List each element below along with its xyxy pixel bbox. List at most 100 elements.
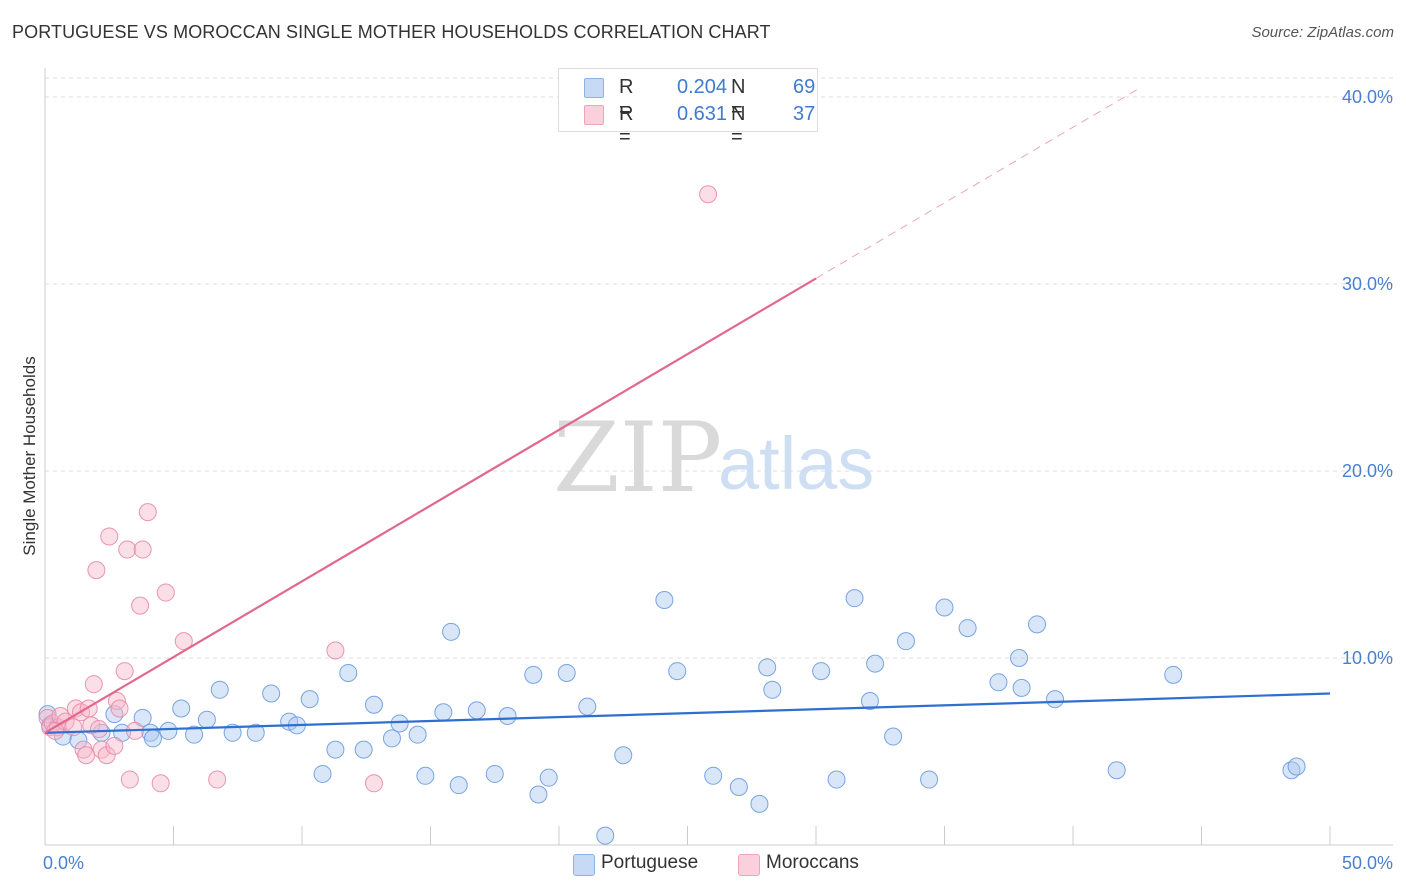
data-point [151, 774, 170, 793]
data-point [1287, 757, 1306, 776]
watermark-zip: ZIP [553, 402, 722, 514]
data-point [364, 695, 383, 714]
x-tick-labels: 0.0% 50.0% [43, 853, 1393, 873]
data-point [131, 596, 150, 615]
data-point [750, 794, 769, 813]
data-point [1012, 678, 1031, 697]
data-point [1028, 615, 1047, 634]
legend-r-label: R = [619, 76, 634, 121]
data-point [364, 774, 383, 793]
data-point [668, 662, 687, 681]
y-axis-label: Single Mother Households [20, 356, 39, 555]
data-point [339, 663, 358, 682]
data-point [596, 826, 615, 845]
data-point [326, 740, 345, 759]
data-point [1164, 665, 1183, 684]
data-point [578, 697, 597, 716]
data-point [77, 746, 96, 765]
y-tick-label: 20.0% [1342, 461, 1393, 481]
y-tick-label: 30.0% [1342, 274, 1393, 294]
data-point [524, 665, 543, 684]
data-point [827, 770, 846, 789]
data-point [143, 729, 162, 748]
data-point [408, 725, 427, 744]
data-point [159, 721, 178, 740]
data-point [172, 699, 191, 718]
data-point [989, 673, 1008, 692]
data-point [557, 663, 576, 682]
data-point [382, 729, 401, 748]
axes [44, 68, 1393, 846]
data-point [812, 662, 831, 681]
data-point [118, 540, 137, 559]
data-point [655, 591, 674, 610]
data-point [498, 706, 517, 725]
data-point [138, 503, 157, 522]
data-point [354, 740, 373, 759]
x-tick-label: 50.0% [1342, 853, 1393, 873]
data-point [920, 770, 939, 789]
grid-lines [45, 77, 1393, 659]
y-tick-label: 10.0% [1342, 648, 1393, 668]
trend-line-moroccans [44, 277, 817, 734]
data-point [120, 770, 139, 789]
legend-n-label: N = [731, 76, 746, 121]
data-point [442, 622, 461, 641]
data-point [89, 720, 108, 739]
data-point [704, 766, 723, 785]
legend-n-label: N = [731, 103, 746, 148]
bottom-legend-label: Moroccans [766, 852, 859, 873]
data-point [208, 770, 227, 789]
trend-lines [44, 89, 1331, 734]
data-point [197, 710, 216, 729]
data-point [262, 684, 281, 703]
y-tick-label: 40.0% [1342, 87, 1393, 107]
data-point [434, 703, 453, 722]
y-tick-labels: 10.0% 20.0% 30.0% 40.0% [1342, 87, 1393, 668]
trend-extension-moroccans [815, 89, 1138, 279]
data-point [174, 632, 193, 651]
legend-n-value: 37 [793, 103, 816, 125]
data-point [156, 583, 175, 602]
data-point [729, 778, 748, 797]
data-point [84, 675, 103, 694]
data-point [313, 764, 332, 783]
data-point [223, 723, 242, 742]
data-point [449, 776, 468, 795]
data-point [866, 654, 885, 673]
data-point [300, 690, 319, 709]
data-point [884, 727, 903, 746]
data-point [485, 764, 504, 783]
legend-r-label: R = [619, 103, 634, 148]
data-point [115, 662, 134, 681]
data-point [1010, 649, 1029, 667]
data-point [416, 766, 435, 785]
data-point [958, 619, 977, 638]
data-point [390, 714, 409, 733]
data-point [1046, 690, 1065, 709]
source-credit: Source: ZipAtlas.com [1251, 24, 1394, 41]
data-point [97, 746, 116, 765]
bottom-legend-swatch-portuguese [573, 854, 595, 876]
data-point [1107, 761, 1126, 780]
watermark-atlas: atlas [718, 422, 874, 505]
data-point [133, 540, 152, 559]
data-point [845, 589, 864, 608]
x-tick-label: 0.0% [43, 853, 84, 873]
data-point [326, 641, 345, 660]
data-point [763, 680, 782, 699]
data-point [246, 723, 265, 742]
bottom-legend-swatch-moroccans [738, 854, 760, 876]
data-points [38, 185, 1306, 845]
data-point [210, 680, 229, 699]
data-point [87, 561, 106, 580]
data-point [758, 658, 777, 677]
data-point [699, 185, 718, 204]
chart-title: PORTUGUESE VS MOROCCAN SINGLE MOTHER HOU… [12, 22, 771, 42]
data-point [107, 692, 126, 711]
data-point [105, 736, 124, 755]
data-point [896, 632, 915, 651]
data-point [935, 598, 954, 617]
data-point [529, 785, 548, 804]
